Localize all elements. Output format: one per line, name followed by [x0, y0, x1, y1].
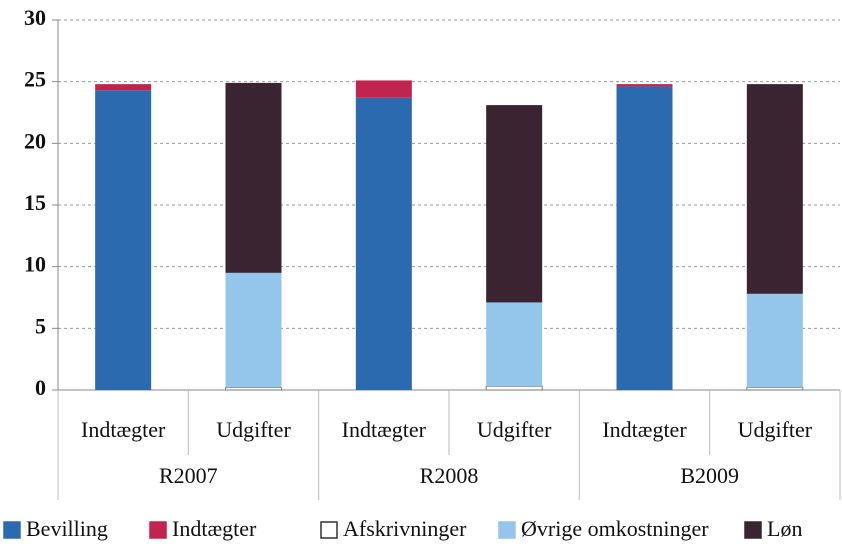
y-tick-label: 10 [24, 252, 46, 277]
bar-segment [355, 80, 412, 98]
x-tick-label: Udgifter [477, 417, 552, 442]
bar-segment [485, 385, 543, 391]
x-tick-label: Indtægter [342, 417, 427, 442]
legend-swatch [149, 521, 167, 539]
y-tick-label: 5 [35, 313, 46, 338]
group-label: R2008 [420, 463, 479, 488]
bar-segment [746, 84, 803, 294]
legend-label: Afskrivninger [343, 516, 467, 541]
bar-segment [355, 97, 412, 390]
x-tick-label: Indtægter [81, 417, 166, 442]
bar-segment [486, 105, 543, 303]
bar-segment [616, 84, 673, 87]
bar-segment [225, 82, 282, 273]
y-tick-label: 25 [24, 67, 46, 92]
y-tick-label: 20 [24, 128, 46, 153]
legend-swatch [320, 521, 338, 539]
x-tick-label: Udgifter [216, 417, 291, 442]
bar-segment [225, 387, 282, 391]
legend-label: Løn [767, 516, 802, 541]
legend-label: Bevilling [26, 516, 108, 541]
y-tick-label: 15 [24, 190, 46, 215]
bar-segment [486, 302, 543, 387]
group-label: R2007 [159, 463, 218, 488]
bar-segment [746, 387, 804, 391]
bar-segment [746, 293, 803, 388]
legend-swatch [744, 521, 762, 539]
group-label: B2009 [680, 463, 739, 488]
legend-swatch [3, 521, 21, 539]
y-tick-label: 0 [35, 375, 46, 400]
legend-swatch [498, 521, 516, 539]
x-tick-label: Udgifter [738, 417, 813, 442]
bar-segment [616, 86, 673, 390]
bar-segment [225, 272, 282, 388]
bar-segment [95, 84, 152, 91]
bar-segment [95, 90, 152, 391]
legend-label: Indtægter [172, 516, 257, 541]
legend-label: Øvrige omkostninger [521, 516, 709, 541]
y-tick-label: 30 [24, 5, 46, 30]
x-tick-label: Indtægter [602, 417, 687, 442]
